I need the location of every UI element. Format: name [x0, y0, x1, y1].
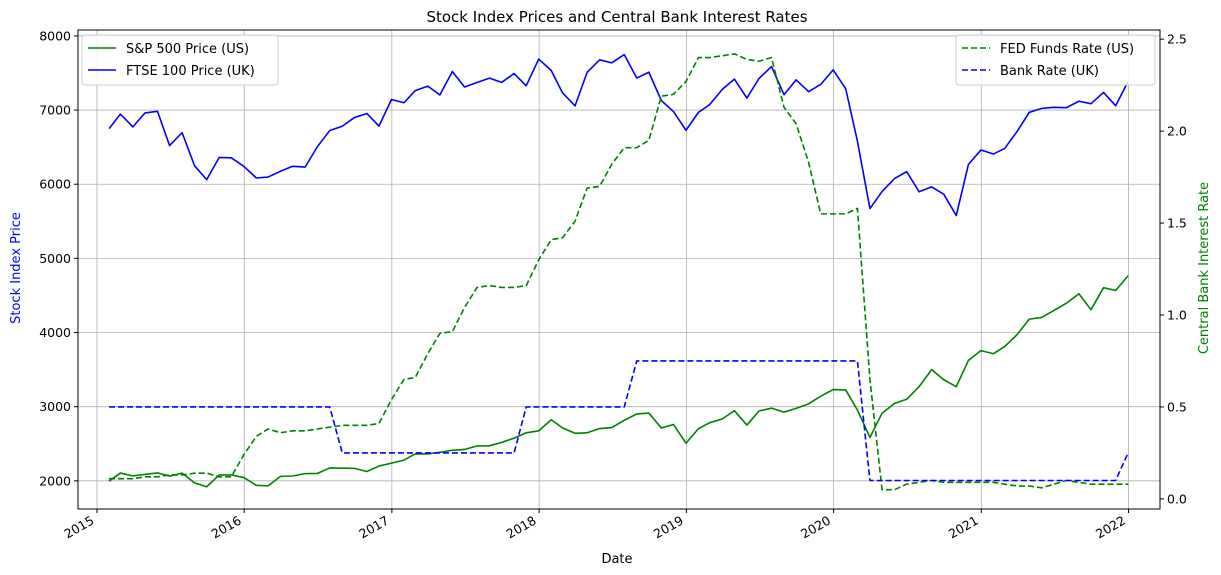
y-right-tick-label: 0.0 — [1167, 491, 1187, 506]
y-right-tick-label: 0.5 — [1167, 399, 1187, 414]
y-left-tick-label: 4000 — [39, 325, 71, 340]
y-left-axis-title: Stock Index Price — [9, 212, 24, 324]
series-ftse100-line — [108, 53, 1129, 217]
y-right-tick-label: 2.5 — [1167, 32, 1187, 47]
y-left-tick-label: 8000 — [39, 28, 71, 43]
legend-right-box — [955, 34, 1156, 86]
x-axis-title: Date — [601, 552, 632, 567]
y-right-tick-label: 2.0 — [1167, 124, 1187, 139]
y-right-axis: 0.0 0.5 1.0 1.5 2.0 2.5 — [1160, 32, 1187, 506]
legend-left-box — [81, 34, 279, 86]
y-left-axis: 2000 3000 4000 5000 6000 7000 8000 — [39, 28, 78, 488]
legend-label-bank-rate: Bank Rate (UK) — [1000, 64, 1099, 79]
legend-left: S&P 500 Price (US) FTSE 100 Price (UK) — [81, 34, 279, 86]
y-left-tick-label: 3000 — [39, 399, 71, 414]
y-left-tick-label: 6000 — [39, 177, 71, 192]
legend-label-fed-funds: FED Funds Rate (US) — [1000, 42, 1134, 57]
legend-label-sp500: S&P 500 Price (US) — [126, 42, 249, 57]
y-right-axis-title: Central Bank Interest Rate — [1197, 182, 1212, 354]
plot-frame — [77, 29, 1161, 510]
y-right-tick-label: 1.0 — [1167, 308, 1187, 323]
y-left-tick-label: 5000 — [39, 251, 71, 266]
legend-right: FED Funds Rate (US) Bank Rate (UK) — [955, 34, 1156, 86]
series-layer — [108, 53, 1129, 491]
y-left-tick-label: 7000 — [39, 103, 71, 118]
grid — [78, 30, 1160, 509]
y-right-tick-label: 1.5 — [1167, 216, 1187, 231]
series-fed-funds-line — [109, 53, 1129, 491]
y-left-tick-label: 2000 — [39, 473, 71, 488]
series-bank-rate-line — [109, 360, 1129, 482]
chart-title: Stock Index Prices and Central Bank Inte… — [426, 8, 807, 26]
series-sp500-line — [108, 275, 1129, 488]
legend-label-ftse100: FTSE 100 Price (UK) — [126, 64, 255, 79]
